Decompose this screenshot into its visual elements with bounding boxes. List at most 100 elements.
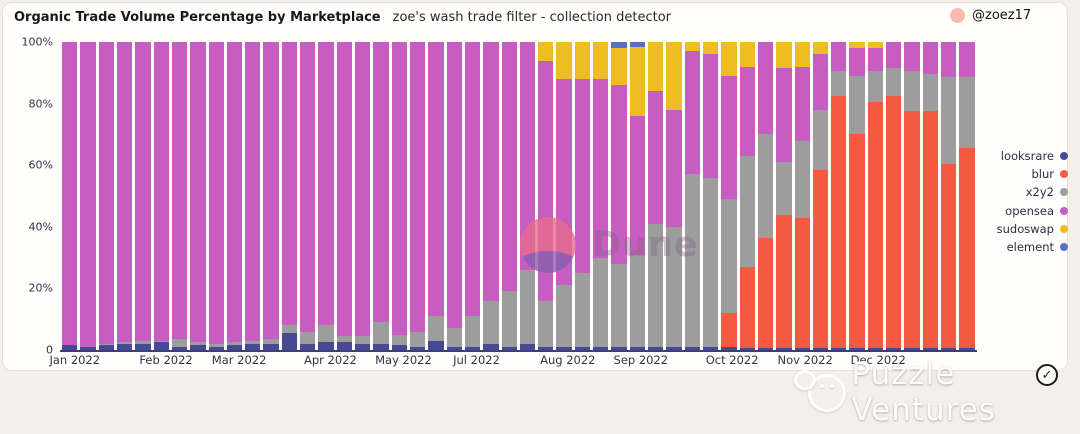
bar-segment-opensea[interactable] — [776, 68, 792, 163]
bar[interactable] — [373, 42, 389, 350]
bar[interactable] — [245, 42, 261, 350]
bar[interactable] — [263, 42, 279, 350]
bar-segment-looksrare[interactable] — [794, 348, 810, 350]
bar-segment-opensea[interactable] — [464, 42, 481, 317]
bar-segment-x2y2[interactable] — [135, 340, 151, 344]
bar-segment-x2y2[interactable] — [611, 263, 627, 347]
bar-segment-opensea[interactable] — [226, 42, 243, 343]
bar-segment-x2y2[interactable] — [153, 340, 169, 343]
bar-segment-looksrare[interactable] — [611, 346, 627, 350]
bar-segment-looksrare[interactable] — [171, 346, 188, 350]
bar-segment-looksrare[interactable] — [666, 346, 682, 350]
bar[interactable] — [629, 42, 645, 350]
bar[interactable] — [62, 42, 78, 350]
bar-segment-looksrare[interactable] — [574, 346, 591, 350]
bar[interactable] — [153, 42, 169, 350]
bar[interactable] — [446, 42, 462, 350]
bar-segment-looksrare[interactable] — [464, 346, 481, 350]
bar-segment-x2y2[interactable] — [794, 140, 810, 218]
bar-segment-x2y2[interactable] — [116, 342, 133, 344]
bar-segment-looksrare[interactable] — [886, 348, 902, 350]
bar-segment-looksrare[interactable] — [702, 346, 719, 350]
bar-segment-opensea[interactable] — [757, 42, 774, 135]
bar[interactable] — [611, 42, 627, 350]
bar-segment-looksrare[interactable] — [373, 343, 389, 350]
bar-segment-opensea[interactable] — [208, 42, 224, 344]
bar-segment-looksrare[interactable] — [831, 348, 847, 350]
author-handle[interactable]: @zoez17 — [972, 8, 1032, 23]
bar-segment-looksrare[interactable] — [904, 348, 920, 350]
legend-item-x2y2[interactable]: x2y2 — [960, 183, 1068, 201]
bar[interactable] — [556, 42, 572, 350]
bar-segment-opensea[interactable] — [721, 75, 737, 200]
bar[interactable] — [794, 42, 810, 350]
bar-segment-x2y2[interactable] — [190, 342, 206, 346]
bar-segment-looksrare[interactable] — [263, 343, 279, 350]
bar[interactable] — [464, 42, 481, 350]
bar-segment-x2y2[interactable] — [574, 273, 591, 347]
bar-segment-x2y2[interactable] — [464, 316, 481, 347]
bar[interactable] — [922, 42, 938, 350]
bar-segment-opensea[interactable] — [171, 42, 188, 340]
bar-segment-x2y2[interactable] — [428, 316, 444, 341]
bar-segment-x2y2[interactable] — [904, 71, 920, 112]
bar-segment-x2y2[interactable] — [757, 134, 774, 238]
bar-segment-x2y2[interactable] — [666, 226, 682, 347]
bar-segment-x2y2[interactable] — [519, 269, 536, 344]
bar-segment-blur[interactable] — [959, 148, 975, 349]
bar-segment-opensea[interactable] — [538, 60, 554, 301]
legend-item-looksrare[interactable]: looksrare — [960, 147, 1068, 165]
bar-segment-opensea[interactable] — [812, 54, 829, 110]
bar-segment-looksrare[interactable] — [318, 342, 334, 350]
bar-segment-sudoswap[interactable] — [556, 42, 572, 79]
bar-segment-looksrare[interactable] — [245, 343, 261, 350]
bar[interactable] — [666, 42, 682, 350]
bar[interactable] — [812, 42, 829, 350]
author-block[interactable]: @zoez17 — [950, 8, 1031, 23]
bar-segment-opensea[interactable] — [116, 42, 133, 343]
bar[interactable] — [355, 42, 371, 350]
bar-segment-looksrare[interactable] — [648, 346, 664, 350]
legend-item-opensea[interactable]: opensea — [960, 202, 1068, 220]
bar-segment-opensea[interactable] — [190, 42, 206, 343]
bar-segment-x2y2[interactable] — [208, 343, 224, 347]
bar[interactable] — [300, 42, 316, 350]
bar-segment-looksrare[interactable] — [629, 346, 645, 350]
bar-segment-looksrare[interactable] — [116, 343, 133, 350]
bar-segment-x2y2[interactable] — [593, 257, 609, 347]
bar-segment-opensea[interactable] — [501, 42, 517, 292]
bar[interactable] — [757, 42, 774, 350]
bar-segment-x2y2[interactable] — [648, 223, 664, 347]
bar-segment-x2y2[interactable] — [702, 177, 719, 347]
bar-segment-looksrare[interactable] — [226, 345, 243, 350]
bar-segment-looksrare[interactable] — [684, 346, 700, 350]
bar-segment-sudoswap[interactable] — [666, 42, 682, 110]
bar-segment-looksrare[interactable] — [519, 343, 536, 350]
bar-segment-x2y2[interactable] — [355, 336, 371, 344]
bar-segment-looksrare[interactable] — [355, 343, 371, 350]
bar-segment-x2y2[interactable] — [281, 325, 298, 334]
bar[interactable] — [336, 42, 352, 350]
bar-segment-opensea[interactable] — [80, 42, 96, 347]
bar-segment-opensea[interactable] — [702, 54, 719, 178]
bar-segment-x2y2[interactable] — [373, 322, 389, 344]
bar-segment-looksrare[interactable] — [941, 348, 957, 350]
bar[interactable] — [648, 42, 664, 350]
bar-segment-opensea[interactable] — [648, 91, 664, 224]
bar-segment-opensea[interactable] — [336, 42, 352, 337]
bar-segment-opensea[interactable] — [373, 42, 389, 323]
bar-segment-x2y2[interactable] — [886, 68, 902, 96]
bar-segment-opensea[interactable] — [300, 42, 316, 332]
bar-segment-opensea[interactable] — [849, 48, 865, 76]
bar-segment-sudoswap[interactable] — [721, 42, 737, 76]
bar-segment-looksrare[interactable] — [300, 343, 316, 350]
bar-segment-x2y2[interactable] — [226, 342, 243, 346]
bar-segment-x2y2[interactable] — [959, 77, 975, 149]
bar-segment-opensea[interactable] — [519, 42, 536, 270]
bar-segment-looksrare[interactable] — [391, 345, 407, 350]
bar-segment-opensea[interactable] — [684, 51, 700, 175]
bar-segment-sudoswap[interactable] — [867, 42, 884, 49]
bar-segment-x2y2[interactable] — [98, 343, 114, 346]
bar-segment-opensea[interactable] — [831, 42, 847, 72]
bar-segment-sudoswap[interactable] — [812, 42, 829, 55]
